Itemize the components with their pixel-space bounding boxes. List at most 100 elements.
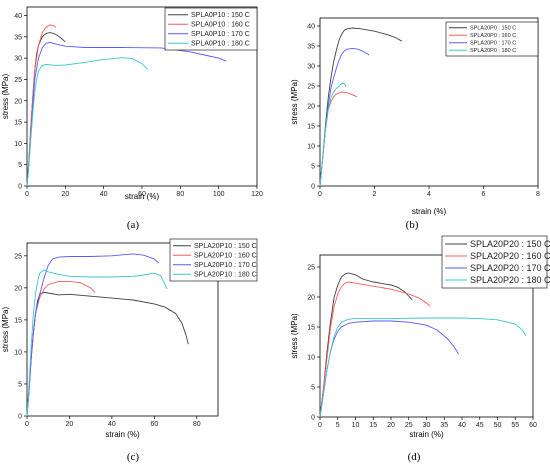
series-line-1: [319, 27, 403, 187]
x-tick-label: 60: [150, 421, 158, 428]
x-tick-label: 0: [25, 191, 29, 198]
series-line-4: [319, 83, 347, 187]
legend-entry-label: SPLA20P20 : 180 C: [470, 275, 550, 285]
x-tick-label: 35: [440, 422, 448, 429]
y-tick-label: 0: [311, 415, 315, 422]
y-tick-label: 15: [307, 124, 315, 131]
chart-panel-c: 0 20 40 60 80 0 5 10 15 20 25 strain (%) stress (MPa…: [1, 238, 258, 439]
series-line-3: [26, 41, 227, 187]
y-tick-label: 25: [14, 253, 22, 260]
y-axis-label: stress (MPa): [290, 79, 299, 125]
plot-frame: [26, 242, 219, 417]
caption-c: (c): [127, 451, 140, 463]
y-tick-label: 10: [14, 141, 22, 148]
series-line-1: [319, 272, 413, 418]
legend-entry-label: SPLA0P10 : 180 C: [191, 41, 250, 48]
x-tick-label: 5: [336, 422, 340, 429]
legend-entry-label: SPLA20P20 : 160 C: [470, 251, 550, 261]
x-axis-label: strain (%): [105, 430, 140, 439]
legend-entry-label: SPLA20P0 : 180 C: [470, 48, 516, 54]
x-tick-label: 20: [387, 422, 395, 429]
x-tick-label: 8: [536, 191, 540, 198]
y-tick-label: 0: [311, 184, 315, 191]
y-tick-label: 40: [14, 13, 22, 20]
x-tick-label: 120: [251, 191, 263, 198]
y-tick-label: 15: [14, 317, 22, 324]
legend: SPLA20P20 : 150 C SPLA20P20 : 160 C SPLA20…: [441, 235, 550, 289]
x-tick-label: 4: [427, 191, 431, 198]
y-tick-label: 20: [14, 98, 22, 105]
y-tick-label: 20: [14, 285, 22, 292]
x-tick-label: 60: [529, 422, 537, 429]
series-line-1: [26, 291, 189, 417]
x-axis-label: strain (%): [125, 192, 160, 201]
x-tick-label: 50: [494, 422, 502, 429]
series-line-2: [319, 281, 431, 418]
x-tick-label: 45: [476, 422, 484, 429]
caption-b: (b): [406, 219, 419, 231]
y-axis-label: stress (MPa): [1, 307, 10, 353]
x-tick-label: 100: [213, 191, 225, 198]
y-axis-label: stress (MPa): [1, 74, 10, 120]
series-line-3: [319, 320, 459, 418]
legend-box: [441, 235, 548, 289]
legend-entry-label: SPLA20P0 : 150 C: [470, 26, 516, 32]
legend-entry-label: SPLA20P20 : 170 C: [470, 263, 550, 273]
y-tick-label: 25: [307, 265, 315, 272]
y-tick-label: 20: [307, 295, 315, 302]
legend-entry-label: SPLA0P10 : 170 C: [191, 31, 250, 38]
y-tick-label: 10: [307, 144, 315, 151]
x-axis-label: strain (%): [409, 430, 444, 439]
x-tick-label: 30: [423, 422, 431, 429]
y-tick-label: 30: [14, 56, 22, 63]
x-tick-label: 10: [352, 422, 360, 429]
x-tick-label: 40: [100, 191, 108, 198]
x-tick-label: 40: [108, 421, 116, 428]
x-tick-label: 80: [176, 191, 184, 198]
x-tick-label: 2: [373, 191, 377, 198]
y-tick-label: 5: [311, 385, 315, 392]
y-tick-label: 5: [311, 164, 315, 171]
y-tick-label: 35: [307, 44, 315, 51]
x-tick-label: 20: [61, 191, 69, 198]
series-line-3: [26, 253, 159, 417]
x-tick-label: 20: [66, 421, 74, 428]
x-axis-label: strain (%): [412, 207, 447, 216]
legend-entry-label: SPLA20P10 : 180 C: [194, 272, 257, 279]
y-tick-label: 0: [18, 184, 22, 191]
x-tick-label: 15: [369, 422, 377, 429]
legend-entry-label: SPLA20P0 : 170 C: [470, 41, 516, 47]
series-line-2: [26, 24, 57, 187]
series-line-4: [26, 269, 168, 417]
y-tick-label: 5: [18, 381, 22, 388]
y-tick-label: 25: [14, 77, 22, 84]
legend-entry-label: SPLA0P10 : 160 C: [191, 22, 250, 29]
y-tick-label: 15: [307, 325, 315, 332]
x-tick-label: 0: [318, 191, 322, 198]
series-line-4: [26, 57, 149, 187]
legend-entry-label: SPLA20P20 : 150 C: [470, 239, 550, 249]
legend-entry-label: SPLA0P10 : 150 C: [191, 12, 250, 19]
legend: SPLA0P10 : 150 C SPLA0P10 : 160 C SPLA0P10…: [164, 7, 258, 51]
legend-entry-label: SPLA20P0 : 160 C: [470, 33, 516, 39]
y-tick-label: 20: [307, 104, 315, 111]
y-tick-label: 10: [14, 349, 22, 356]
x-tick-label: 6: [482, 191, 486, 198]
y-tick-label: 35: [14, 34, 22, 41]
y-tick-label: 10: [307, 355, 315, 362]
chart-panel-a: 0 20 40 60 80 100 120 0 5 10 15 20 25 30 35 40 strain (%…: [1, 6, 263, 201]
x-tick-label: 80: [193, 421, 201, 428]
x-tick-label: 40: [458, 422, 466, 429]
series-line-4: [319, 317, 527, 418]
y-tick-label: 5: [18, 162, 22, 169]
series-line-2: [319, 91, 357, 187]
y-axis-label: stress (MPa): [290, 313, 299, 359]
legend-entry-label: SPLA20P10 : 160 C: [194, 253, 257, 260]
x-tick-label: 60: [138, 191, 146, 198]
y-tick-label: 25: [307, 84, 315, 91]
chart-panel-d: 0 5 10 15 20 25 30 35 40 45 50 55 600510152025strain…: [290, 235, 550, 439]
x-tick-label: 55: [511, 422, 519, 429]
y-tick-label: 30: [307, 64, 315, 71]
caption-a: (a): [127, 219, 140, 231]
